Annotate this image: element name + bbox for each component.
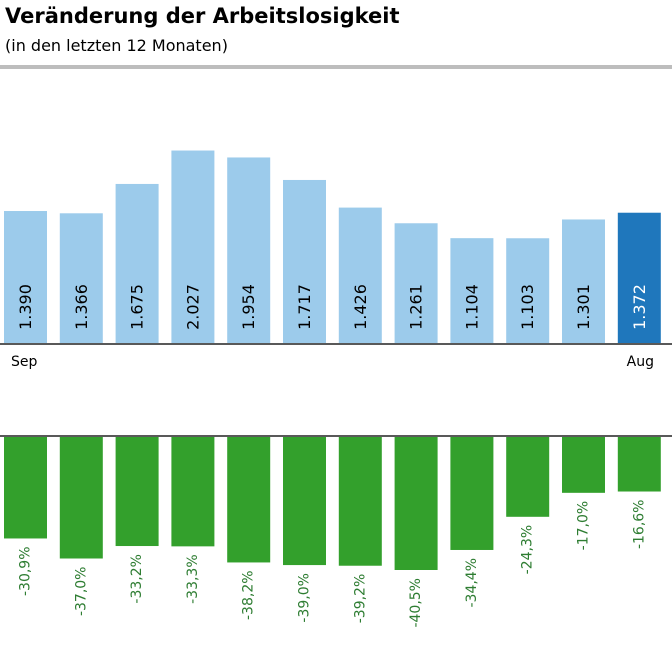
bar-value-label: 2.027 bbox=[183, 284, 202, 330]
change-bar-1 bbox=[60, 437, 103, 559]
change-value-label: -39,0% bbox=[297, 573, 313, 623]
change-bar-4 bbox=[227, 437, 270, 562]
change-value-label: -39,2% bbox=[352, 574, 368, 624]
change-bar-8 bbox=[450, 437, 493, 550]
x-tick-label: Aug bbox=[627, 354, 654, 370]
change-value-label: -16,6% bbox=[631, 500, 647, 550]
change-bar-0 bbox=[4, 437, 47, 538]
bar-value-label: 1.390 bbox=[16, 284, 35, 330]
bar-value-label: 1.426 bbox=[351, 284, 370, 330]
bar-value-label: 1.103 bbox=[518, 284, 537, 330]
bar-value-label: 1.954 bbox=[239, 284, 258, 330]
change-bar-5 bbox=[283, 437, 326, 565]
change-bar-3 bbox=[171, 437, 214, 546]
change-value-label: -33,2% bbox=[129, 554, 145, 604]
unemployment-chart: 1.390 1.366 1.675 2.027 1.954 1.717 1.426 1.261… bbox=[0, 0, 672, 659]
change-value-label: -34,4% bbox=[464, 558, 480, 608]
change-value-label: -37,0% bbox=[73, 567, 89, 617]
bar-value-label: 1.366 bbox=[72, 284, 91, 330]
bar-value-label: 1.261 bbox=[407, 284, 426, 330]
change-value-label: -24,3% bbox=[520, 525, 536, 575]
bar-value-label: 1.301 bbox=[574, 284, 593, 330]
bar-value-label: 1.104 bbox=[462, 284, 481, 330]
change-value-label: -40,5% bbox=[408, 578, 424, 628]
bar-value-label: 1.717 bbox=[295, 284, 314, 330]
change-value-label: -30,9% bbox=[18, 546, 34, 596]
change-value-label: -17,0% bbox=[576, 501, 592, 551]
change-bar-11 bbox=[618, 437, 661, 492]
change-bar-7 bbox=[395, 437, 438, 570]
change-bar-6 bbox=[339, 437, 382, 566]
change-value-label: -33,3% bbox=[185, 554, 201, 604]
x-tick-label: Sep bbox=[11, 354, 38, 370]
change-bar-10 bbox=[562, 437, 605, 493]
baseline-bottom bbox=[0, 435, 672, 437]
bar-value-label: 1.675 bbox=[128, 284, 147, 330]
change-value-label: -38,2% bbox=[241, 570, 257, 620]
chart-page: Veränderung der Arbeitslosigkeit (in den… bbox=[0, 0, 672, 659]
change-bar-2 bbox=[116, 437, 159, 546]
bar-value-label: 1.372 bbox=[630, 284, 649, 330]
baseline-top bbox=[0, 343, 672, 345]
change-bar-9 bbox=[506, 437, 549, 517]
